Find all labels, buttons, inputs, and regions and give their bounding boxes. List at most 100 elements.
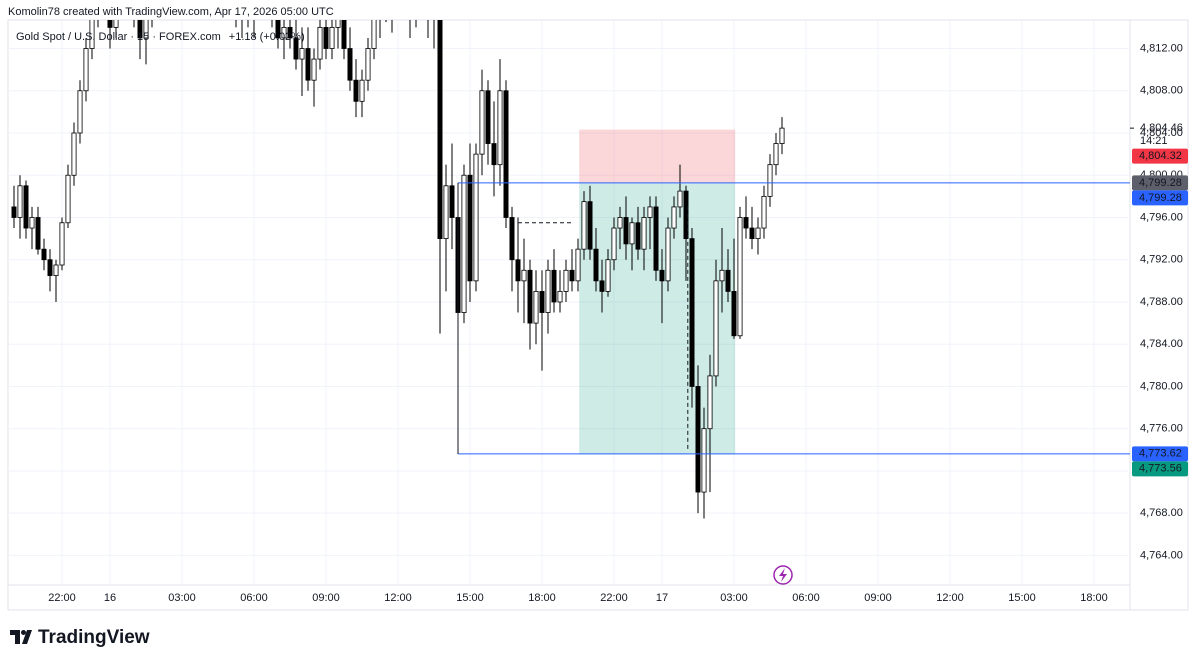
candle-body [641, 217, 647, 250]
candle-body [629, 222, 635, 245]
y-tick-label: 4,812.00 [1140, 42, 1183, 54]
candle-body [761, 195, 767, 229]
price-label: 4,804.46 [1140, 122, 1183, 134]
candle-body [599, 280, 605, 292]
candle-body [539, 291, 545, 313]
x-tick-label: 09:00 [864, 592, 892, 604]
candle-body [725, 269, 731, 292]
y-tick-label: 4,796.00 [1140, 211, 1183, 223]
x-tick-label: 17 [656, 592, 668, 604]
candle-body [443, 185, 449, 240]
candle-body [137, 20, 143, 39]
candle-body [623, 217, 629, 245]
x-tick-label: 16 [104, 592, 116, 604]
candle-body [551, 269, 557, 303]
y-tick-label: 4,764.00 [1140, 549, 1183, 561]
price-label-box [1132, 190, 1188, 206]
candle-body [557, 291, 563, 303]
legend-title: Gold Spot / U.S. Dollar · 15 · FOREX.com [16, 31, 221, 43]
x-tick-label: 09:00 [312, 592, 340, 604]
candle-body [749, 227, 755, 240]
candle-body [143, 20, 149, 39]
candle-body [677, 190, 683, 208]
candle-body [17, 185, 23, 218]
y-tick-label: 4,808.00 [1140, 85, 1183, 97]
candle-body [743, 217, 749, 229]
candle-body [527, 269, 533, 324]
y-tick-label: 4,792.00 [1140, 254, 1183, 266]
candle-body [695, 386, 701, 493]
candle-body [755, 227, 761, 240]
candle-body [611, 227, 617, 261]
legend-change: +1.18 (+0.02%) [229, 31, 305, 43]
candle-body [113, 20, 119, 28]
candle-body [467, 174, 473, 282]
x-tick-label: 18:00 [528, 592, 556, 604]
candle-body [461, 174, 467, 313]
candle-body [515, 259, 521, 282]
candle-body [689, 238, 695, 387]
candle-body [47, 259, 53, 276]
candle-body [617, 217, 623, 229]
candle-body [89, 20, 95, 49]
candle-body [653, 206, 659, 271]
candle-body [731, 291, 737, 337]
candle-body [317, 26, 323, 60]
candle-body [647, 206, 653, 218]
candle-body [347, 48, 353, 81]
candle-body [503, 90, 509, 218]
candle-body [71, 132, 77, 176]
candle-body [767, 164, 773, 197]
candle-body [719, 269, 725, 282]
price-label: 4,773.56 [1139, 463, 1182, 475]
candle-body [359, 79, 365, 102]
x-tick-label: 12:00 [936, 592, 964, 604]
candle-body [29, 217, 35, 229]
y-tick-label: 4,788.00 [1140, 296, 1183, 308]
candle-body [575, 248, 581, 282]
x-tick-label: 18:00 [1080, 592, 1108, 604]
y-tick-label: 4,784.00 [1140, 338, 1183, 350]
candle-body [323, 26, 329, 49]
candle-body [341, 20, 347, 49]
candle-body [479, 90, 485, 155]
y-tick-label: 4,776.00 [1140, 423, 1183, 435]
price-label-box [1132, 175, 1188, 191]
candle-body [665, 227, 671, 282]
candle-body [293, 37, 299, 60]
price-label-box [1132, 461, 1188, 477]
candle-body [335, 20, 341, 28]
alert-icon[interactable] [773, 565, 793, 585]
stop-zone [579, 129, 736, 183]
price-label-box [1132, 148, 1188, 164]
candle-body [713, 280, 719, 377]
price-label: 4,773.62 [1139, 448, 1182, 460]
x-tick-label: 06:00 [240, 592, 268, 604]
candle-body [491, 143, 497, 166]
candle-body [299, 48, 305, 60]
candle-body [23, 185, 29, 229]
candle-body [287, 26, 293, 39]
candle-body [41, 248, 47, 261]
candle-body [581, 201, 587, 250]
brand: TradingView [38, 627, 150, 648]
candle-body [497, 90, 503, 166]
candle-body [707, 375, 713, 430]
brand-logo [10, 630, 32, 644]
y-tick-label: 4,768.00 [1140, 507, 1183, 519]
candle-body [65, 174, 71, 224]
candle-body [521, 269, 527, 282]
candle-body [329, 26, 335, 49]
candle-body [545, 269, 551, 313]
candle-body [275, 20, 281, 39]
price-label-box [1132, 446, 1188, 462]
x-tick-label: 12:00 [384, 592, 412, 604]
candle-body [773, 143, 779, 166]
candle-body [437, 20, 443, 240]
candle-body [671, 206, 677, 229]
x-tick-label: 03:00 [168, 592, 196, 604]
candle-body [485, 90, 491, 144]
candle-body [59, 222, 65, 266]
candle-body [77, 90, 83, 134]
